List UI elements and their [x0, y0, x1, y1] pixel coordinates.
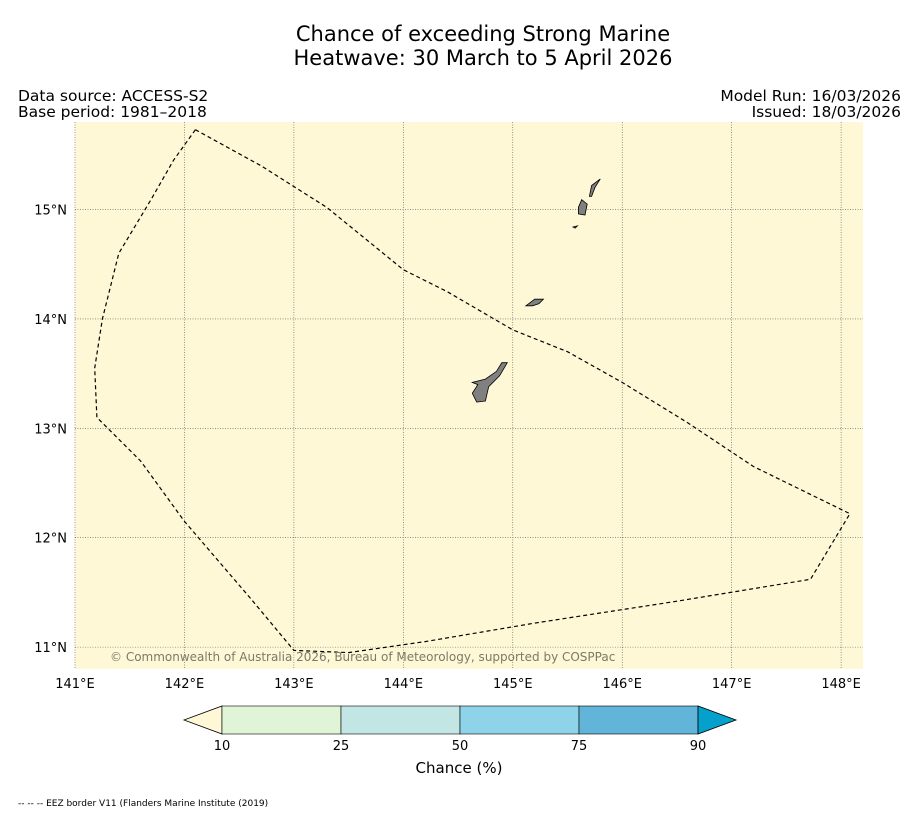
lon-tick-label: 148°E: [821, 677, 861, 692]
colorbar-tick-label: 50: [452, 739, 469, 754]
lat-tick-label: 15°N: [34, 204, 67, 219]
island-guam: [471, 362, 508, 403]
colorbar-extend-high: [697, 705, 738, 735]
colorbar-bin: [459, 705, 580, 735]
lat-tick-label: 11°N: [34, 641, 67, 656]
model-run-text: Model Run: 16/03/2026: [720, 87, 901, 105]
data-source-block: Data source: ACCESS-S2 Base period: 1981…: [18, 88, 208, 120]
colorbar-label: Chance (%): [416, 759, 503, 777]
colorbar: 10 25 50 75 90: [182, 705, 738, 754]
lon-tick-label: 141°E: [55, 677, 95, 692]
lon-tick-label: 143°E: [274, 677, 314, 692]
copyright-text: © Commonwealth of Australia 2026, Bureau…: [110, 650, 615, 664]
map-title: Chance of exceeding Strong Marine Heatwa…: [0, 22, 919, 70]
map-gridlines: [74, 122, 863, 669]
lat-tick-label: 14°N: [34, 313, 67, 328]
eez-footnote: -- -- -- EEZ border V11 (Flanders Marine…: [18, 799, 269, 809]
island-tinian: [578, 199, 588, 216]
base-period-text: Base period: 1981–2018: [18, 103, 207, 121]
eez-border-line: [94, 129, 851, 654]
lat-tick-label: 13°N: [34, 422, 67, 437]
colorbar-extend-low: [182, 705, 223, 735]
colorbar-tick-label: 25: [333, 739, 350, 754]
land-areas: [471, 178, 601, 403]
map-title-line2: Heatwave: 30 March to 5 April 2026: [293, 46, 673, 70]
longitude-tick-labels: 141°E 142°E 143°E 144°E 145°E 146°E 147°E 148°E: [55, 677, 861, 692]
map-background: [75, 122, 863, 669]
lon-tick-label: 146°E: [602, 677, 642, 692]
lon-tick-label: 144°E: [384, 677, 424, 692]
colorbar-bin: [340, 705, 461, 735]
colorbar-bin: [221, 705, 342, 735]
colorbar-bin: [578, 705, 699, 735]
island-aguijan: [571, 225, 579, 229]
lat-tick-label: 12°N: [34, 532, 67, 547]
model-run-block: Model Run: 16/03/2026 Issued: 18/03/2026: [720, 88, 901, 120]
island-rota: [524, 298, 545, 307]
lon-tick-label: 145°E: [493, 677, 533, 692]
map-title-line1: Chance of exceeding Strong Marine: [295, 22, 671, 46]
issued-text: Issued: 18/03/2026: [751, 103, 901, 121]
latitude-tick-labels: 15°N 14°N 13°N 12°N 11°N: [34, 204, 67, 657]
data-source-text: Data source: ACCESS-S2: [18, 87, 209, 105]
colorbar-tick-label: 90: [690, 739, 707, 754]
lon-tick-label: 142°E: [165, 677, 205, 692]
island-saipan: [588, 178, 601, 197]
lon-tick-label: 147°E: [712, 677, 752, 692]
colorbar-tick-label: 75: [571, 739, 588, 754]
colorbar-tick-label: 10: [214, 739, 231, 754]
